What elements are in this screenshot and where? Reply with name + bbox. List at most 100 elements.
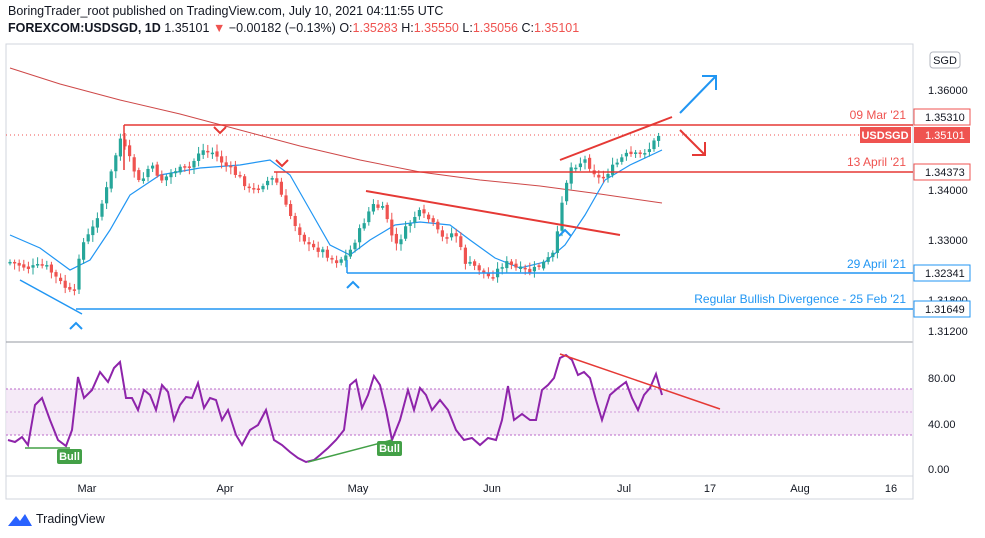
candle-body — [197, 153, 201, 161]
descending-trendline[interactable] — [365, 190, 621, 236]
candle-body — [454, 233, 458, 237]
candle-body — [569, 167, 573, 184]
high-label: H: — [401, 21, 414, 35]
moving-average-long — [9, 67, 663, 204]
candle-body — [238, 175, 242, 177]
candle-body — [183, 166, 187, 168]
candle-body — [141, 178, 145, 182]
candle-body — [335, 260, 339, 264]
candles-group — [8, 132, 661, 296]
candle-body — [417, 210, 421, 217]
annotation-29apr: 29 April '21 — [847, 257, 906, 271]
candle-body — [261, 185, 265, 190]
candle-body — [77, 258, 81, 290]
time-tick: Jun — [483, 483, 501, 495]
candle-body — [155, 164, 159, 176]
currency-badge[interactable] — [929, 51, 961, 69]
candle-body — [68, 286, 72, 290]
open-value: 1.35283 — [352, 21, 398, 35]
moving-average-short — [9, 149, 663, 271]
price-label-text: 1.32341 — [925, 268, 965, 280]
candle-body — [82, 242, 86, 260]
candle-body — [422, 209, 426, 214]
bearish-arrow[interactable] — [679, 129, 706, 156]
candle-body — [243, 176, 247, 187]
candle-body — [348, 249, 352, 257]
candle-body — [583, 159, 587, 163]
footer[interactable]: TradingView — [8, 512, 105, 526]
candle-body — [440, 230, 444, 237]
candle-body — [624, 152, 628, 157]
time-tick: Mar — [78, 483, 97, 495]
annotation-09mar: 09 Mar '21 — [850, 108, 907, 122]
candle-body — [555, 231, 559, 253]
candle-body — [40, 264, 44, 266]
candle-body — [256, 188, 260, 190]
candle-body — [109, 171, 113, 189]
chevron-up-icon — [346, 280, 360, 289]
publisher-line: BoringTrader_root published on TradingVi… — [8, 4, 444, 18]
candle-body — [86, 234, 90, 242]
candle-body — [523, 267, 527, 270]
candle-body — [463, 247, 467, 264]
candle-body — [312, 243, 316, 248]
candle-body — [528, 268, 532, 273]
candle-body — [537, 265, 541, 267]
footer-brand: TradingView — [36, 512, 105, 526]
candle-body — [367, 211, 371, 223]
candle-body — [54, 272, 58, 277]
candle-body — [477, 265, 481, 271]
candle-body — [17, 262, 21, 266]
candle-body — [8, 261, 12, 264]
rsi-bearish-divergence-line[interactable] — [559, 353, 721, 410]
candle-body — [22, 264, 26, 268]
candle-body — [358, 228, 362, 243]
rsi-tick: 80.00 — [928, 373, 956, 385]
candle-body — [399, 239, 403, 245]
chevron-down-icon — [213, 126, 227, 135]
price-label-1.35310 — [913, 108, 971, 126]
tradingview-logo-icon — [8, 514, 32, 526]
candle-body — [132, 157, 136, 172]
candle-body — [643, 153, 647, 155]
rsi-line — [7, 353, 663, 464]
candle-body — [114, 155, 118, 172]
candle-body — [63, 280, 67, 288]
candle-body — [302, 234, 306, 242]
candle-body — [49, 264, 53, 273]
candle-body — [224, 162, 228, 167]
candle-body — [206, 150, 210, 153]
price-label-text: 1.31649 — [925, 304, 965, 316]
candle-body — [229, 165, 233, 168]
symbol-info-line: FOREXCOM:USDSGD, 1D 1.35101 ▼ −0.00182 (… — [8, 21, 579, 35]
price-tick: 1.34000 — [928, 185, 968, 197]
candle-body — [307, 242, 311, 245]
candle-body — [252, 188, 256, 190]
candle-body — [615, 162, 619, 165]
close-label: C: — [521, 21, 534, 35]
bullish-arrow[interactable] — [679, 75, 717, 114]
candle-body — [638, 152, 642, 154]
candle-body — [146, 168, 150, 178]
candle-body — [532, 266, 536, 272]
candle-body — [289, 204, 293, 216]
divergence-price-trendline[interactable] — [19, 279, 83, 315]
rsi-tick: 40.00 — [928, 419, 956, 431]
symbol[interactable]: FOREXCOM:USDSGD, 1D — [8, 21, 161, 35]
candle-body — [588, 157, 592, 169]
candle-body — [353, 242, 357, 250]
candle-body — [459, 236, 463, 248]
time-tick: Apr — [216, 483, 233, 495]
candle-body — [316, 247, 320, 252]
currency-badge-text: SGD — [933, 55, 957, 67]
rising-wedge-top[interactable] — [559, 116, 673, 161]
candle-body — [160, 174, 164, 181]
candle-body — [486, 273, 490, 277]
candle-body — [647, 149, 651, 153]
time-tick: Aug — [790, 483, 810, 495]
candle-body — [59, 277, 63, 282]
candle-body — [620, 157, 624, 162]
candle-body — [270, 178, 274, 180]
price-label-text: 1.35310 — [925, 112, 965, 124]
